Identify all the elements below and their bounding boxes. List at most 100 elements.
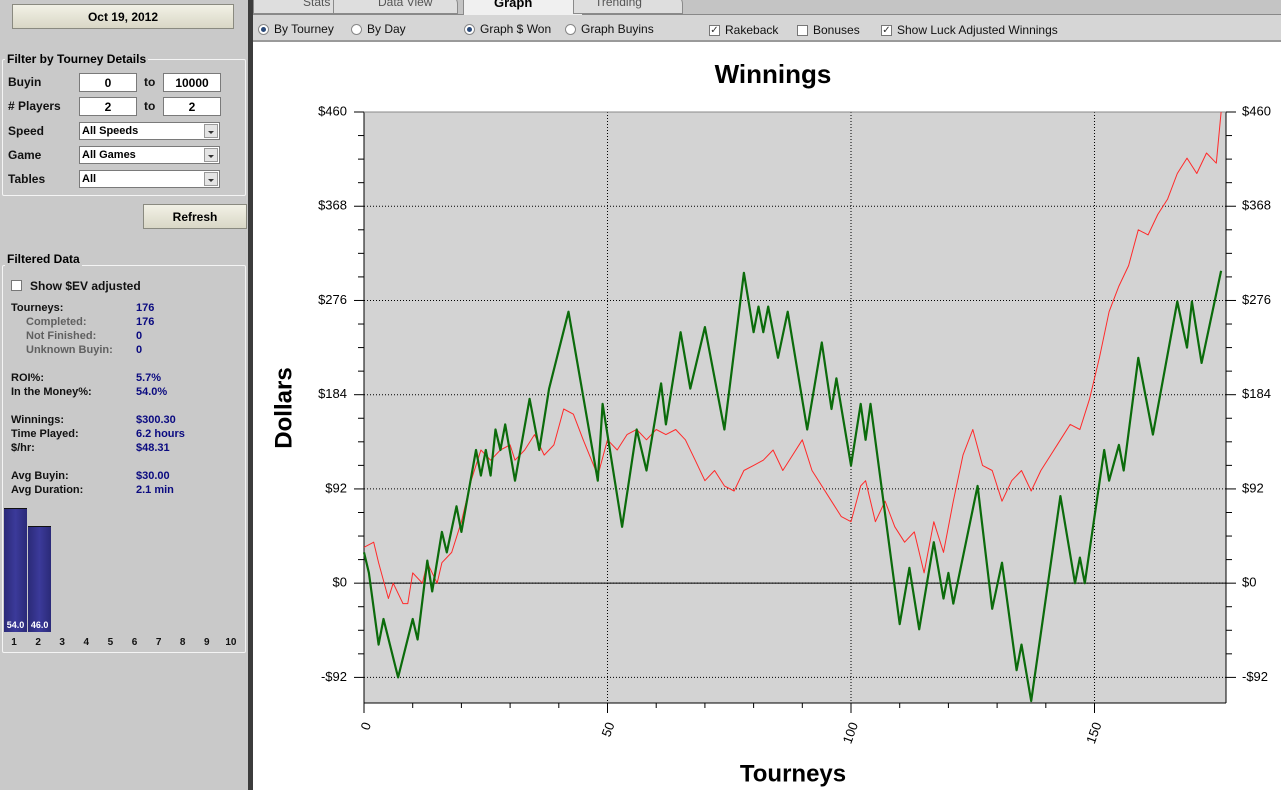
radio-button[interactable] (464, 23, 475, 35)
radio-option[interactable]: Graph Buyins (565, 22, 654, 36)
checkbox-label[interactable]: Bonuses (813, 23, 860, 37)
text-input[interactable]: 2 (163, 97, 221, 116)
stat-label: Not Finished: (26, 330, 97, 342)
stat-value: 0 (136, 330, 143, 342)
tab-label[interactable]: Trending (595, 0, 642, 9)
y2-tick-label: -$92 (1242, 669, 1268, 684)
stat-value: $48.31 (136, 442, 170, 454)
checkbox[interactable]: ✓ (881, 24, 892, 36)
checkbox-option[interactable]: ✓ Show Luck Adjusted Winnings (881, 23, 1058, 37)
series-line (362, 270, 1223, 703)
x-tick-label: 50 (599, 720, 618, 739)
y-tick-label: $184 (318, 386, 347, 401)
refresh-button[interactable]: Refresh (143, 204, 247, 229)
radio-label[interactable]: By Tourney (274, 22, 334, 36)
y-axis-label: Dollars (270, 367, 297, 448)
histogram-category: 7 (155, 637, 162, 648)
y-tick-label: -$92 (321, 669, 347, 684)
group-title: Filtered Data (5, 252, 82, 266)
radio-option[interactable]: By Day (351, 22, 406, 36)
field-label: # Players (8, 99, 61, 113)
y2-tick-label: $276 (1242, 292, 1271, 307)
tab-label[interactable]: Data View (378, 0, 433, 9)
tab-label[interactable]: Graph (494, 0, 533, 10)
text-input[interactable]: 2 (79, 97, 137, 116)
stat-value: 5.7% (136, 372, 162, 384)
histogram-category: 2 (35, 637, 41, 648)
stat-label: ROI%: (11, 372, 44, 384)
date-button[interactable]: Oct 19, 2012 (12, 4, 234, 29)
radio-option[interactable]: Graph $ Won (464, 22, 551, 36)
x-axis-label: Tourneys (740, 760, 846, 787)
field-label: Game (8, 148, 42, 162)
filtered-group (2, 265, 246, 653)
dropdown-arrow[interactable] (204, 148, 218, 162)
checkbox-label[interactable]: Rakeback (725, 23, 779, 37)
checkbox-option[interactable]: ✓ Rakeback (709, 23, 778, 37)
dropdown-arrow[interactable] (204, 124, 218, 138)
dropdown[interactable]: All Speeds (79, 122, 220, 140)
stat-value: 2.1 min (136, 484, 174, 496)
checkbox[interactable] (797, 24, 808, 36)
checkbox-label[interactable]: Show Luck Adjusted Winnings (897, 23, 1058, 37)
tab[interactable] (573, 0, 683, 14)
x-tick-label: 150 (1083, 720, 1105, 746)
y2-tick-label: $0 (1242, 575, 1256, 590)
checkbox[interactable] (11, 280, 22, 291)
field-label: Tables (8, 172, 46, 186)
radio-option[interactable]: By Tourney (258, 22, 334, 36)
tab[interactable] (333, 0, 458, 14)
dropdown[interactable]: All (79, 170, 220, 188)
radio-button[interactable] (565, 23, 576, 35)
y-tick-label: $276 (318, 292, 347, 307)
chart: Winnings Dollars Tourneys -$92 -$92 $0 $0 $9… (253, 42, 1281, 790)
field-label: Buyin (8, 75, 42, 89)
histogram-category: 10 (225, 637, 237, 648)
text-input[interactable]: 10000 (163, 73, 221, 92)
histogram-category: 1 (11, 637, 17, 648)
divider (248, 0, 253, 790)
histogram-value-label: 54.0 (6, 620, 25, 630)
checkbox[interactable]: ✓ (709, 24, 720, 36)
field-label: to (144, 99, 156, 113)
y-tick-label: $92 (325, 480, 347, 495)
y2-tick-label: $184 (1242, 386, 1271, 401)
radio-label[interactable]: Graph $ Won (480, 22, 552, 36)
stat-label: In the Money%: (11, 386, 92, 398)
dropdown-arrow[interactable] (204, 172, 218, 186)
tab-label[interactable]: Stats (303, 0, 331, 9)
checkbox-option[interactable]: Bonuses (797, 23, 860, 37)
histogram-bar (28, 526, 52, 632)
stat-value: 54.0% (136, 386, 168, 398)
y2-tick-label: $460 (1242, 103, 1271, 118)
text-input[interactable]: 0 (79, 73, 137, 92)
stat-label: Avg Buyin: (11, 470, 69, 482)
x-tick-label: 0 (357, 720, 374, 732)
radio-button[interactable] (258, 23, 269, 35)
stat-label: Winnings: (11, 414, 65, 426)
stat-label: Tourneys: (11, 302, 64, 314)
stat-label: Completed: (26, 316, 87, 328)
dropdown[interactable]: All Games (79, 146, 220, 164)
stat-value: 6.2 hours (136, 428, 185, 440)
histogram-value-label: 46.0 (30, 620, 49, 630)
histogram-category: 8 (179, 637, 186, 648)
radio-label[interactable]: Graph Buyins (581, 22, 654, 36)
field-label: Speed (8, 124, 45, 138)
y-tick-label: $0 (333, 575, 347, 590)
y-tick-label: $368 (318, 198, 347, 213)
y2-tick-label: $368 (1242, 198, 1271, 213)
y-tick-label: $460 (318, 103, 347, 118)
radio-button[interactable] (351, 23, 362, 35)
stat-label: Time Played: (11, 428, 79, 440)
y2-tick-label: $92 (1242, 480, 1264, 495)
stat-value: 0 (136, 344, 143, 356)
x-tick-label: 100 (840, 720, 862, 746)
plot-area (364, 112, 1226, 703)
radio-label[interactable]: By Day (367, 22, 406, 36)
stat-value: 176 (136, 302, 155, 314)
stat-label: $/hr: (11, 442, 35, 454)
stat-value: $30.00 (136, 470, 170, 482)
field-label: to (144, 75, 156, 89)
